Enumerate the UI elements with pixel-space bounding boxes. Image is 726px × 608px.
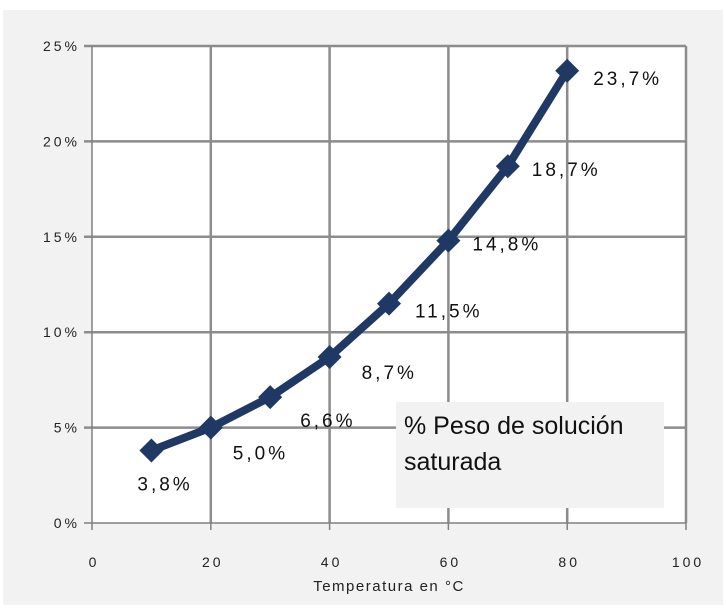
data-point-marker [495,154,520,179]
y-tick-label: 5% [54,420,80,436]
data-label: 5,0% [233,444,288,465]
legend: % Peso de solución saturada [396,402,664,508]
x-tick-label: 60 [440,554,462,570]
data-point-marker [377,291,401,316]
y-tick-label: 15% [43,229,80,245]
data-label: 3,8% [137,474,192,495]
series-line [147,66,572,455]
y-tick-label: 25% [43,38,80,54]
data-label: 6,6% [300,411,355,432]
x-axis-title: Temperatura en °C [313,578,465,595]
x-tick-label: 20 [202,554,224,570]
x-tick-label: 80 [558,554,580,570]
data-point-marker [139,438,164,463]
x-tick-label: 100 [672,554,704,570]
data-point-marker [198,415,223,440]
data-point-marker [317,345,342,370]
y-tick-label: 20% [43,133,80,149]
y-tick-label: 0% [54,515,80,531]
data-point-marker [555,58,580,83]
legend-label: % Peso de solución saturada [404,412,624,476]
data-label: 8,7% [362,363,417,384]
y-tick-label: 10% [43,324,80,340]
x-tick-label: 40 [321,554,343,570]
data-label: 23,7% [593,69,662,90]
data-label: 18,7% [532,160,601,181]
data-point-marker [436,228,461,253]
data-point-marker [258,385,283,410]
data-label: 14,8% [472,235,541,256]
x-tick-label: 0 [89,554,100,570]
data-label: 11,5% [415,302,482,323]
